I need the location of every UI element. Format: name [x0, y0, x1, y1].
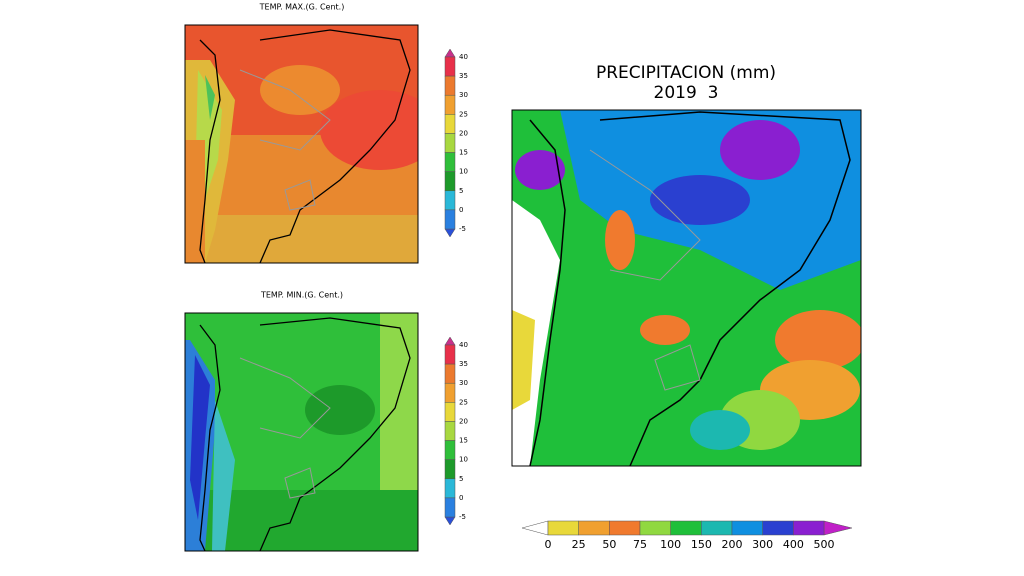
borders: [589, 149, 701, 391]
map-frame: [511, 109, 862, 467]
colorbar-label: -5: [459, 225, 466, 233]
colorbar-cap: [444, 228, 456, 238]
map-frame: [184, 312, 419, 552]
panel-title: TEMP. MIN.(G. Cent.): [260, 291, 343, 300]
colorbar-segment: [444, 363, 456, 384]
colorbar-segment: [444, 114, 456, 134]
coastline: [199, 317, 411, 551]
colorbar-segment: [444, 209, 456, 230]
colorbar-segment: [444, 190, 456, 211]
colorbar-segment: [444, 152, 456, 172]
colorbar-segment: [547, 520, 579, 536]
colorbar-cap: [444, 336, 456, 346]
colorbar-label: 30: [459, 379, 468, 387]
colorbar-label: 150: [691, 538, 712, 551]
colorbar-label: 200: [722, 538, 743, 551]
colorbar-segment: [444, 133, 456, 153]
colorbar-segment: [639, 520, 671, 536]
colorbar-segment: [444, 171, 456, 192]
coastline: [529, 111, 851, 466]
colorbar-segment: [444, 382, 456, 403]
borders: [239, 69, 331, 211]
colorbar-label: 400: [783, 538, 804, 551]
colorbar-label: 100: [660, 538, 681, 551]
colorbar-segment: [762, 520, 794, 536]
panel-title: TEMP. MAX.(G. Cent.): [259, 3, 345, 12]
colorbar-segment: [444, 75, 456, 96]
colorbar-label: 50: [602, 538, 616, 551]
map-frame: [184, 24, 419, 264]
colorbar-segment: [670, 520, 702, 536]
min-temp-map: [185, 313, 418, 551]
colorbar-label: 20: [459, 417, 468, 425]
colorbar-segment: [731, 520, 763, 536]
panel-subtitle: 2019 3: [654, 83, 719, 103]
colorbar-label: 15: [459, 149, 468, 157]
colorbar-segment: [609, 520, 641, 536]
colorbar-label: 25: [459, 398, 468, 406]
colorbar-label: 0: [459, 494, 463, 502]
colorbar-label: 25: [459, 110, 468, 118]
colorbar-label: 75: [633, 538, 647, 551]
colorbar-label: 15: [459, 437, 468, 445]
colorbar-label: 35: [459, 360, 468, 368]
colorbar-segment: [444, 402, 456, 422]
colorbar-segment: [793, 520, 825, 536]
colorbar-label: 5: [459, 475, 463, 483]
colorbar-segment: [444, 440, 456, 460]
colorbar-segment: [444, 94, 456, 115]
colorbar-label: 20: [459, 129, 468, 137]
colorbar-label: 5: [459, 187, 463, 195]
colorbar-label: 35: [459, 72, 468, 80]
colorbar-label: -5: [459, 513, 466, 521]
colorbar-label: 30: [459, 91, 468, 99]
coastline: [199, 29, 411, 263]
colorbar-cap: [444, 516, 456, 526]
colorbar-label: 10: [459, 456, 468, 464]
colorbar-segment: [578, 520, 610, 536]
max-temp-map: [185, 25, 418, 263]
colorbar-label: 25: [572, 538, 586, 551]
colorbar-label: 0: [459, 206, 463, 214]
precip-map: [512, 110, 861, 466]
colorbar-label: 10: [459, 168, 468, 176]
panel-title: PRECIPITACION (mm): [596, 63, 776, 83]
colorbar-label: 0: [545, 538, 552, 551]
colorbar-label: 40: [459, 53, 468, 61]
colorbar-label: 500: [814, 538, 835, 551]
colorbar-segment: [444, 421, 456, 441]
colorbar-label: 300: [752, 538, 773, 551]
colorbar-segment: [444, 459, 456, 480]
colorbar-segment: [701, 520, 733, 536]
colorbar-cap: [521, 520, 549, 536]
colorbar-label: 40: [459, 341, 468, 349]
colorbar-segment: [444, 56, 456, 77]
colorbar-cap: [823, 520, 853, 536]
colorbar-segment: [444, 497, 456, 518]
borders: [239, 357, 331, 499]
colorbar-segment: [444, 344, 456, 365]
colorbar-cap: [444, 48, 456, 58]
colorbar-segment: [444, 478, 456, 499]
